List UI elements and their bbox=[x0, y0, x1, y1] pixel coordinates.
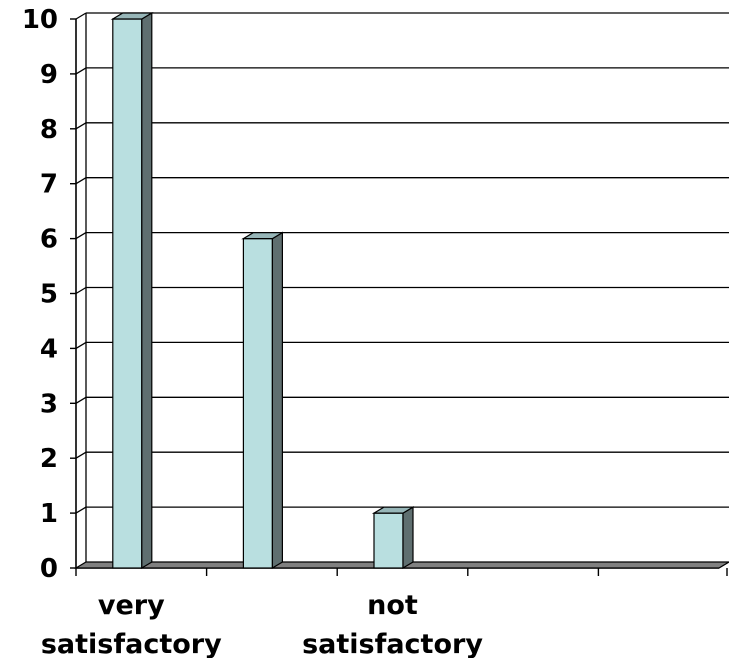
bar-top bbox=[110, 12, 154, 20]
gridline-side bbox=[75, 122, 87, 130]
gridline-side bbox=[75, 232, 87, 240]
x-category-label: not bbox=[367, 590, 418, 621]
x-category-label: satisfactory bbox=[41, 629, 222, 658]
axes bbox=[70, 13, 728, 576]
bar-front bbox=[112, 18, 143, 569]
y-tick-label: 3 bbox=[40, 389, 58, 419]
y-tick-label: 9 bbox=[40, 60, 58, 90]
bar-side bbox=[271, 231, 283, 570]
y-tick-label: 8 bbox=[40, 115, 58, 145]
bars bbox=[110, 11, 416, 570]
y-tick-label: 10 bbox=[22, 5, 58, 35]
y-tick-label: 0 bbox=[40, 554, 58, 584]
y-tick-label: 4 bbox=[40, 334, 58, 364]
bar-top bbox=[371, 506, 416, 514]
bar-front bbox=[242, 238, 273, 569]
y-tick-label: 2 bbox=[40, 444, 58, 474]
y-tick-label: 7 bbox=[40, 170, 58, 200]
bar-top bbox=[241, 232, 285, 240]
bar-side bbox=[141, 11, 153, 570]
y-tick-label: 1 bbox=[40, 499, 58, 529]
bar bbox=[110, 11, 154, 570]
gridline-side bbox=[75, 12, 87, 20]
y-tick-label: 6 bbox=[40, 225, 58, 255]
gridline-side bbox=[75, 451, 87, 459]
gridline-side bbox=[75, 67, 87, 75]
y-tick-label: 5 bbox=[40, 280, 58, 310]
x-category-label: satisfactory bbox=[302, 629, 483, 658]
gridline-side bbox=[75, 396, 87, 404]
y-tick-labels: 0 1 2 3 4 5 6 7 8 9 10 bbox=[22, 5, 58, 584]
bar bbox=[371, 506, 416, 570]
x-category-labels: very satisfactory not satisfactory bbox=[41, 590, 483, 658]
gridlines bbox=[75, 12, 729, 514]
bar-front bbox=[373, 512, 404, 569]
gridline-side bbox=[75, 286, 87, 295]
gridline-side bbox=[75, 177, 87, 185]
bar-side bbox=[402, 506, 414, 570]
bar bbox=[241, 231, 285, 570]
gridline-side bbox=[75, 506, 87, 514]
x-category-label: very bbox=[98, 590, 165, 621]
gridline-side bbox=[75, 341, 87, 349]
